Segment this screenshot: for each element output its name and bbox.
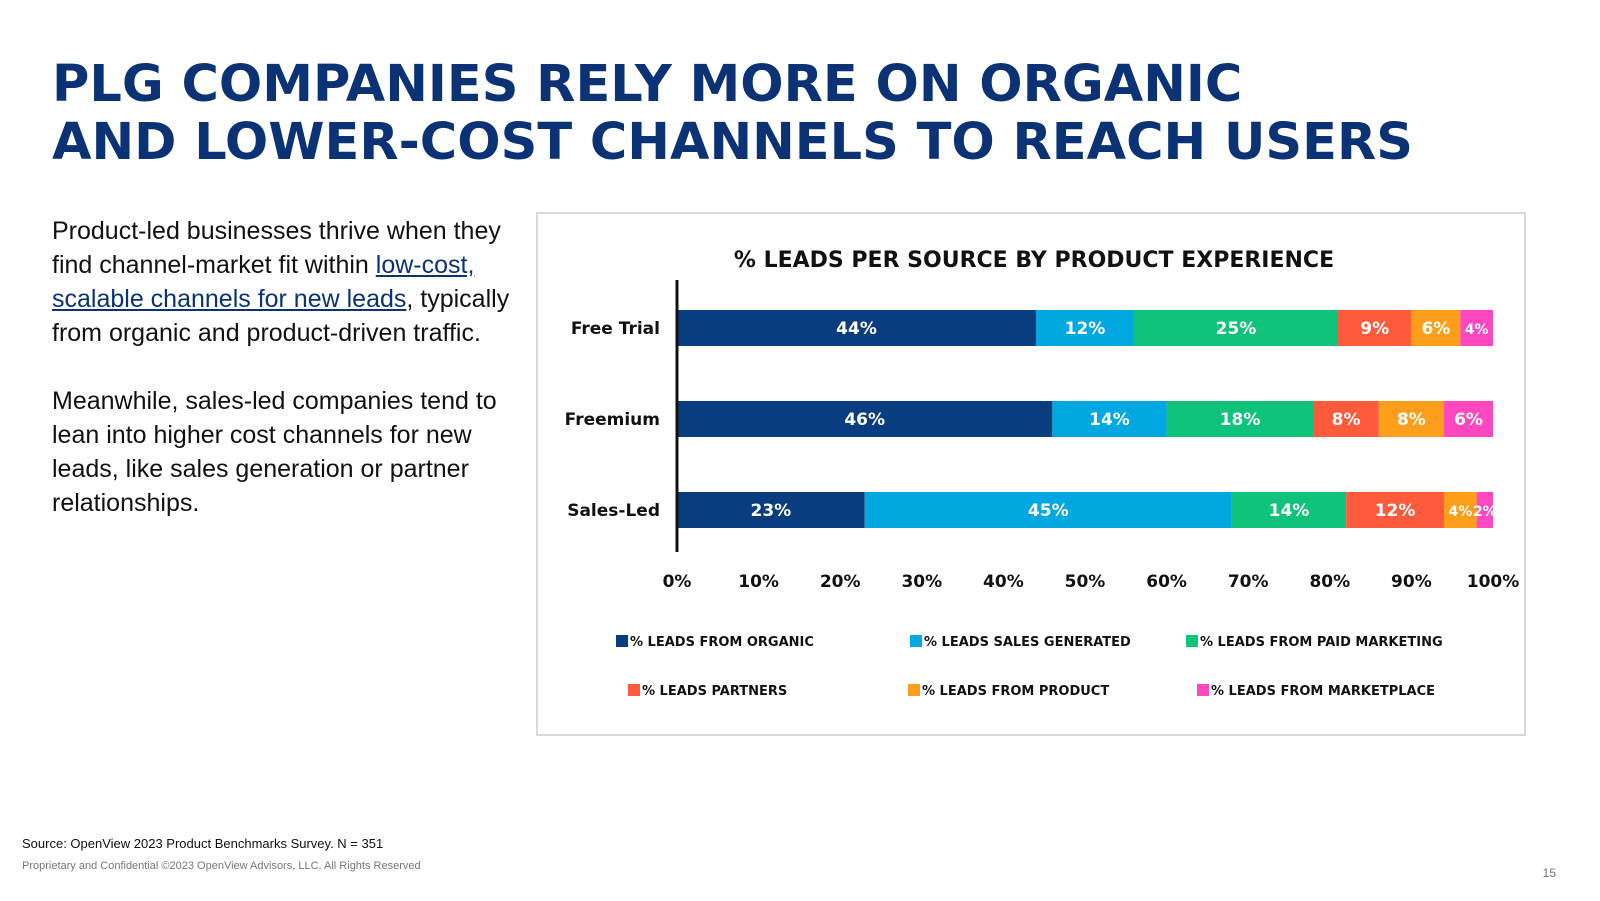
bar-segment-1-4 bbox=[1337, 310, 1412, 346]
category-label-3: Sales-Led bbox=[567, 501, 660, 521]
data-label-2-4: 8% bbox=[1332, 410, 1361, 430]
bar-segment-1-6 bbox=[1460, 310, 1493, 346]
category-label-1: Free Trial bbox=[571, 319, 660, 339]
data-label-2-6: 6% bbox=[1454, 410, 1483, 430]
x-tick-label-5: 40% bbox=[983, 572, 1024, 592]
x-tick-label-8: 70% bbox=[1228, 572, 1269, 592]
slide-title-line-2: AND LOWER-COST CHANNELS TO REACH USERS bbox=[52, 113, 1413, 172]
data-label-3-6: 2% bbox=[1473, 504, 1497, 520]
page-number: 15 bbox=[1542, 866, 1556, 880]
paragraph-2: Meanwhile, sales-led companies tend to l… bbox=[52, 387, 497, 517]
bar-segment-2-2 bbox=[1052, 401, 1167, 437]
legend-swatch-3 bbox=[1186, 635, 1198, 647]
legend-label-1: % LEADS FROM ORGANIC bbox=[630, 635, 814, 650]
legend-label-5: % LEADS FROM PRODUCT bbox=[922, 684, 1109, 699]
bar-segment-2-5 bbox=[1378, 401, 1445, 437]
legend-swatch-5 bbox=[908, 684, 920, 696]
x-axis-ticks: 0% 10% 20% 30% 40% 50% 60% 70% 80% 90% 100% bbox=[663, 572, 1520, 592]
data-label-1-2: 12% bbox=[1065, 319, 1106, 339]
bar-segment-3-6 bbox=[1476, 492, 1493, 528]
bar-segment-2-4 bbox=[1313, 401, 1379, 437]
x-tick-label-2: 10% bbox=[738, 572, 779, 592]
data-label-1-6: 4% bbox=[1465, 322, 1489, 338]
source-note: Source: OpenView 2023 Product Benchmarks… bbox=[22, 836, 384, 851]
legend-swatch-2 bbox=[910, 635, 922, 647]
slide-title: PLG COMPANIES RELY MORE ON ORGANIC AND L… bbox=[52, 56, 1552, 172]
bar-segment-3-2 bbox=[864, 492, 1232, 528]
data-label-1-3: 25% bbox=[1216, 319, 1257, 339]
legend-label-3: % LEADS FROM PAID MARKETING bbox=[1200, 635, 1443, 650]
x-tick-label-10: 90% bbox=[1391, 572, 1432, 592]
bar-segment-2-1 bbox=[677, 401, 1053, 437]
x-tick-label-4: 30% bbox=[901, 572, 942, 592]
legend-label-2: % LEADS SALES GENERATED bbox=[924, 635, 1131, 650]
data-label-3-3: 14% bbox=[1269, 501, 1310, 521]
bar-segment-3-5 bbox=[1444, 492, 1477, 528]
bar-segment-3-3 bbox=[1231, 492, 1347, 528]
legend-swatch-1 bbox=[616, 635, 628, 647]
bar-segment-1-2 bbox=[1036, 310, 1134, 346]
x-tick-label-3: 20% bbox=[820, 572, 861, 592]
legend-label-6: % LEADS FROM MARKETPLACE bbox=[1211, 684, 1435, 699]
data-label-2-2: 14% bbox=[1089, 410, 1130, 430]
bars-group: 44% 12% 25% 9% 6% 4% 46% 14% 18% 8% 8% 6% 23% 45% 14% 1… bbox=[677, 310, 1497, 528]
stacked-bar-chart: % LEADS PER SOURCE BY PRODUCT EXPERIENCE… bbox=[565, 248, 1520, 699]
bar-segment-2-6 bbox=[1444, 401, 1493, 437]
chart-panel: % LEADS PER SOURCE BY PRODUCT EXPERIENCE… bbox=[536, 212, 1526, 736]
data-label-2-5: 8% bbox=[1397, 410, 1426, 430]
data-label-1-4: 9% bbox=[1360, 319, 1389, 339]
paragraph-1-end: , typically from organic and product-dri… bbox=[52, 285, 510, 347]
paragraph-1: Product-led businesses thrive when they … bbox=[52, 214, 522, 350]
legend-swatch-6 bbox=[1197, 684, 1209, 696]
legend-label-4: % LEADS PARTNERS bbox=[642, 684, 787, 699]
bar-segment-3-4 bbox=[1346, 492, 1445, 528]
category-labels: Free Trial Freemium Sales-Led bbox=[565, 319, 660, 521]
category-label-2: Freemium bbox=[565, 410, 660, 430]
x-tick-label-7: 60% bbox=[1146, 572, 1187, 592]
data-label-3-5: 4% bbox=[1448, 504, 1472, 520]
bar-segment-2-3 bbox=[1166, 401, 1314, 437]
legend: % LEADS FROM ORGANIC % LEADS SALES GENERA… bbox=[616, 635, 1443, 699]
data-label-3-2: 45% bbox=[1028, 501, 1069, 521]
data-label-1-5: 6% bbox=[1421, 319, 1450, 339]
data-label-3-4: 12% bbox=[1375, 501, 1416, 521]
data-label-2-1: 46% bbox=[844, 410, 885, 430]
x-tick-label-1: 0% bbox=[663, 572, 692, 592]
paragraph-1-start: Product-led businesses thrive when they … bbox=[52, 217, 501, 279]
data-label-1-1: 44% bbox=[836, 319, 877, 339]
low-cost-channels-link[interactable]: low-cost, scalable channels for new lead… bbox=[52, 251, 475, 313]
legend-swatch-4 bbox=[628, 684, 640, 696]
bar-segment-1-5 bbox=[1411, 310, 1461, 346]
bar-segment-1-3 bbox=[1133, 310, 1338, 346]
data-label-3-1: 23% bbox=[750, 501, 791, 521]
copyright-note: Proprietary and Confidential ©2023 OpenV… bbox=[22, 860, 421, 872]
chart-title: % LEADS PER SOURCE BY PRODUCT EXPERIENCE bbox=[734, 248, 1334, 273]
x-tick-label-6: 50% bbox=[1065, 572, 1106, 592]
x-tick-label-11: 100% bbox=[1467, 572, 1520, 592]
bar-segment-1-1 bbox=[677, 310, 1037, 346]
bar-segment-3-1 bbox=[677, 492, 865, 528]
body-text: Product-led businesses thrive when they … bbox=[52, 214, 522, 554]
data-label-2-3: 18% bbox=[1220, 410, 1261, 430]
x-tick-label-9: 80% bbox=[1309, 572, 1350, 592]
slide-title-line-1: PLG COMPANIES RELY MORE ON ORGANIC bbox=[52, 55, 1243, 114]
